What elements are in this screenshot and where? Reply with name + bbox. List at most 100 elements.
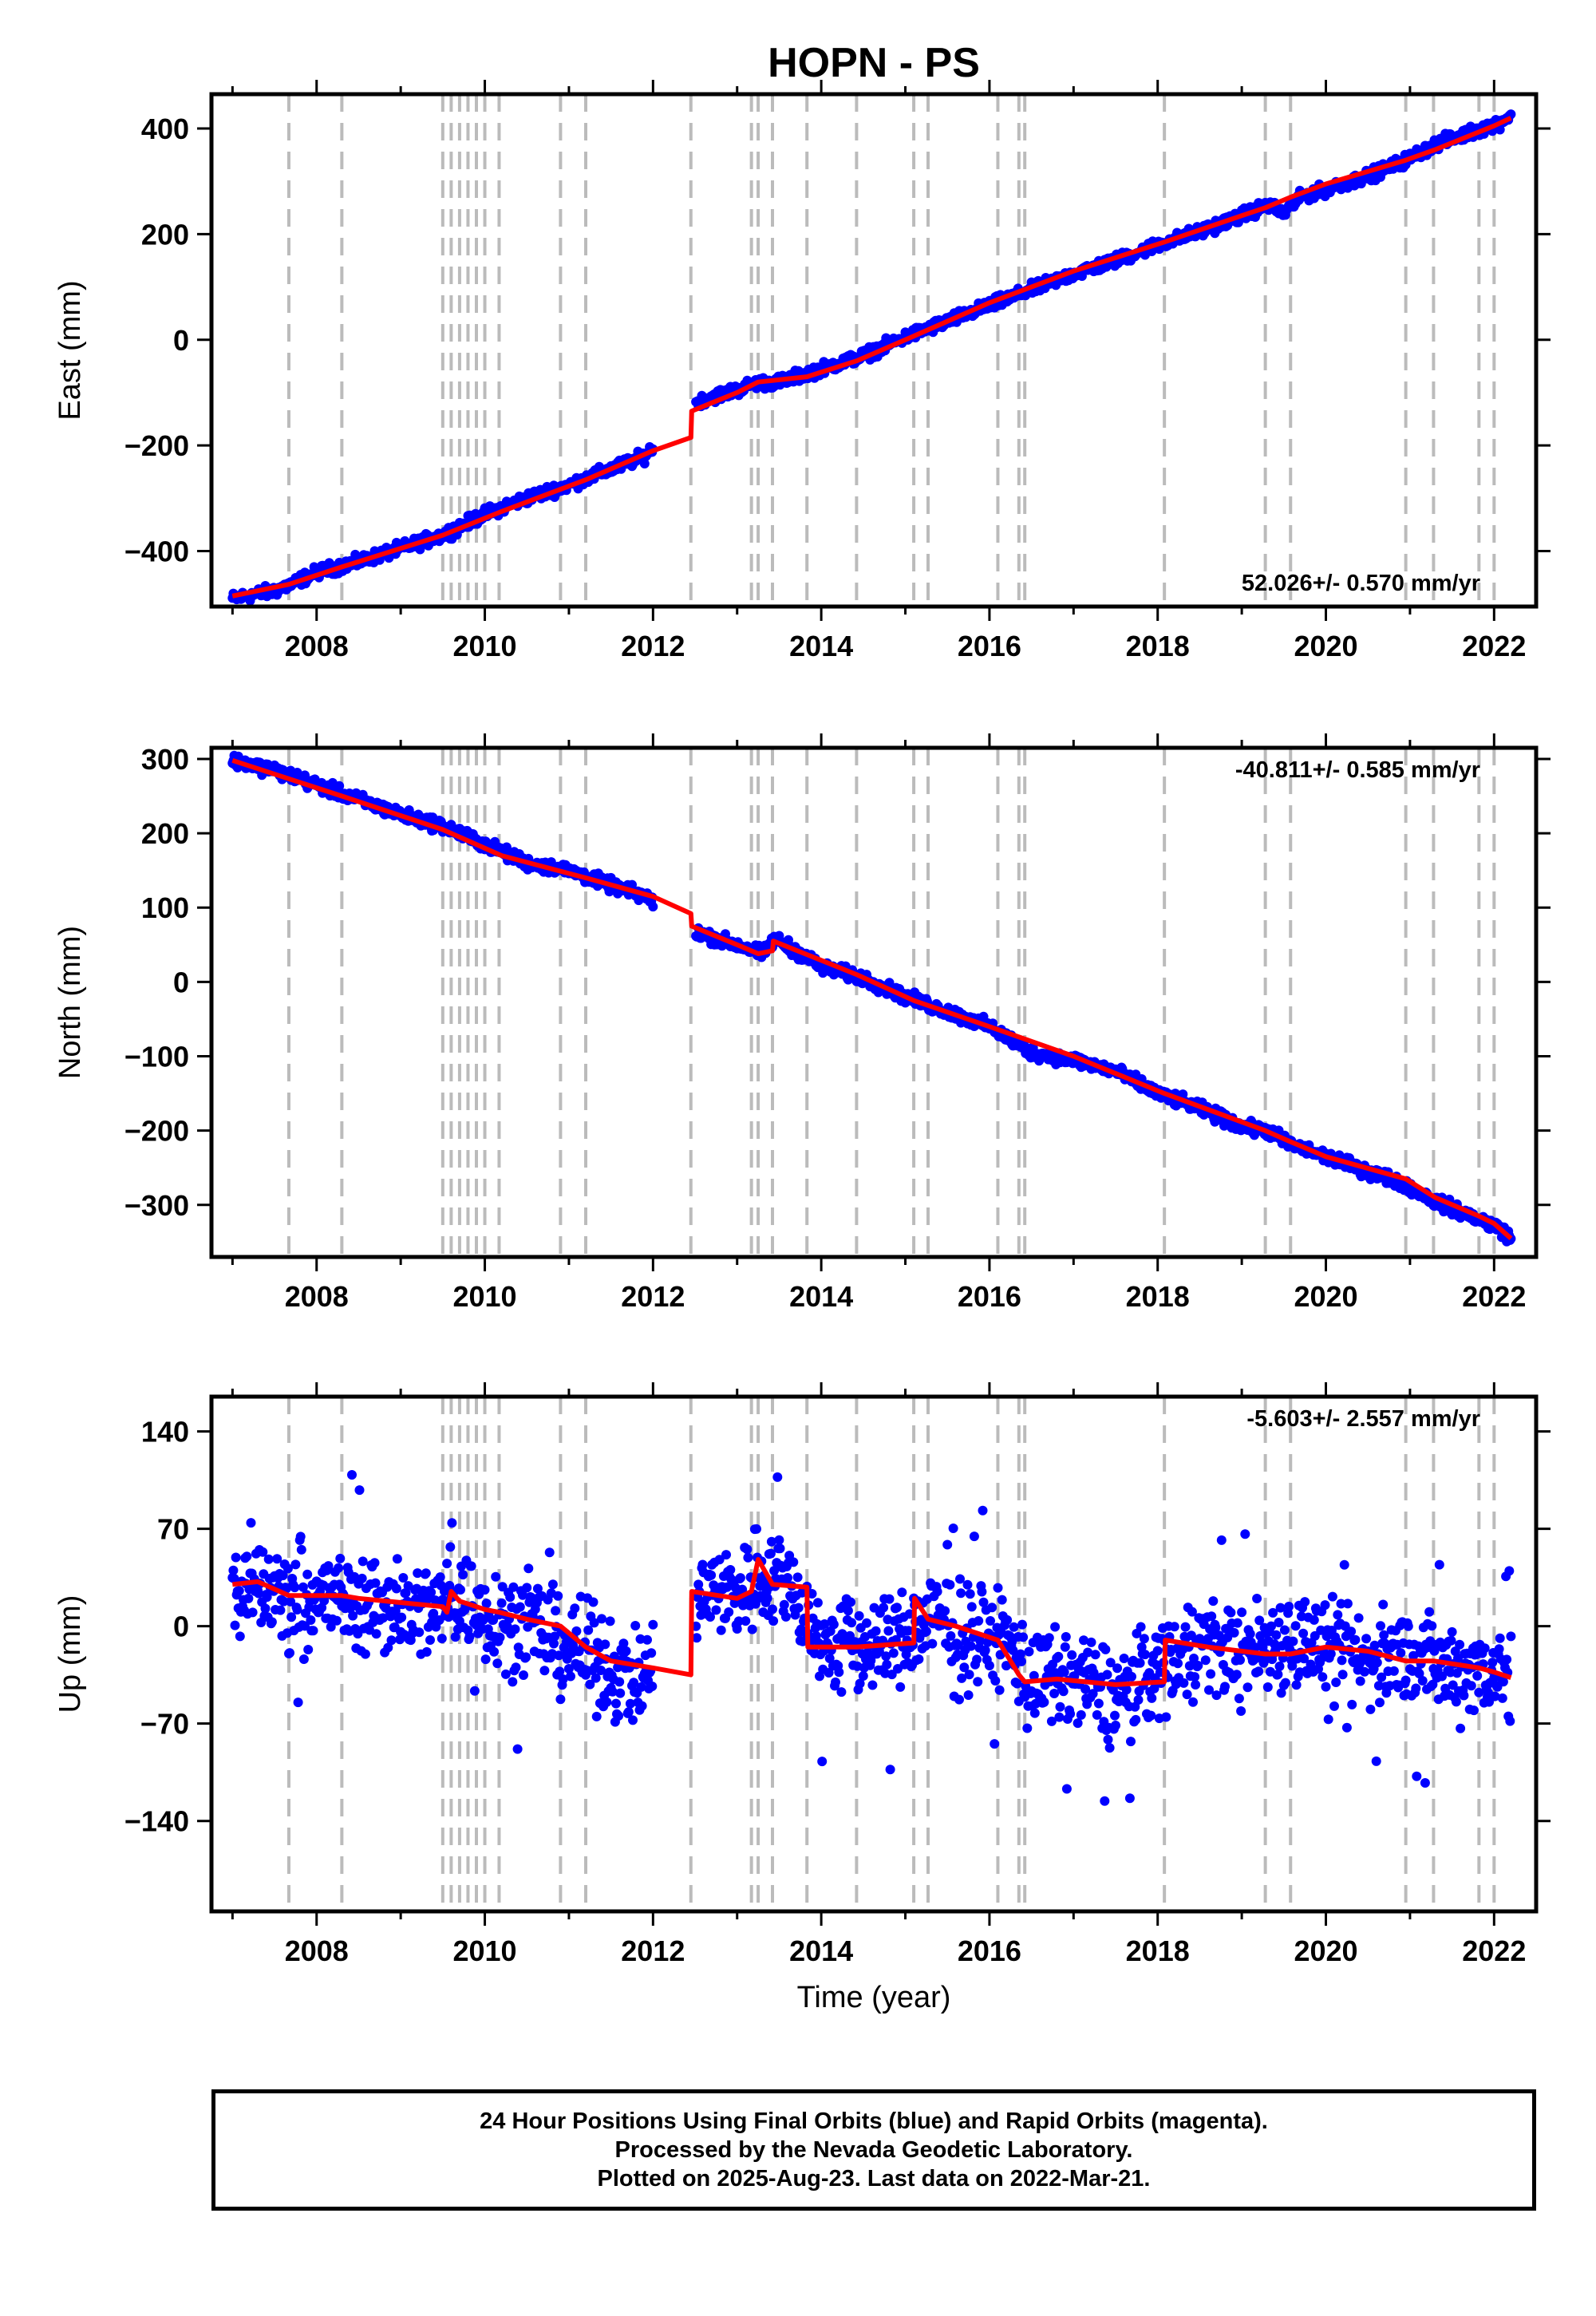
data-point bbox=[897, 1587, 907, 1598]
data-point bbox=[948, 1524, 958, 1533]
data-point bbox=[1211, 1690, 1222, 1701]
footer-line-3: Plotted on 2025-Aug-23. Last data on 202… bbox=[597, 2166, 1151, 2192]
data-point bbox=[1346, 1626, 1357, 1637]
data-point bbox=[519, 1670, 528, 1680]
data-point bbox=[621, 1646, 631, 1656]
data-point bbox=[862, 1618, 871, 1628]
data-point bbox=[775, 1543, 785, 1554]
data-point bbox=[235, 1631, 245, 1642]
data-point bbox=[1046, 1716, 1057, 1726]
data-point bbox=[597, 1614, 606, 1624]
data-point bbox=[347, 1470, 357, 1480]
data-point bbox=[1092, 1709, 1102, 1720]
data-point bbox=[1236, 1706, 1246, 1716]
data-point bbox=[292, 1605, 302, 1614]
data-point bbox=[1459, 1690, 1469, 1701]
data-point bbox=[1044, 1633, 1054, 1643]
x-tick-label: 2020 bbox=[1294, 1280, 1357, 1313]
x-tick-label: 2014 bbox=[789, 1935, 853, 1967]
data-point bbox=[555, 1694, 566, 1705]
data-point bbox=[1065, 1709, 1076, 1719]
data-point bbox=[1208, 1596, 1219, 1607]
data-point bbox=[1451, 1697, 1461, 1707]
data-point bbox=[1139, 1634, 1149, 1644]
data-point bbox=[964, 1670, 974, 1680]
x-tick-label: 2020 bbox=[1294, 1935, 1357, 1967]
data-point bbox=[766, 1536, 776, 1547]
data-point bbox=[370, 1578, 381, 1588]
data-point bbox=[308, 1626, 318, 1636]
x-tick-label: 2022 bbox=[1462, 1935, 1526, 1967]
data-point bbox=[1110, 1710, 1120, 1721]
data-point bbox=[1411, 1683, 1421, 1694]
data-point bbox=[1474, 1687, 1484, 1697]
data-point bbox=[972, 1654, 982, 1665]
data-point bbox=[1220, 1682, 1230, 1692]
data-point bbox=[555, 1666, 565, 1677]
data-point bbox=[1100, 1796, 1110, 1806]
data-point bbox=[742, 1544, 753, 1555]
data-point bbox=[1309, 1614, 1319, 1625]
rate-label: -40.811+/- 0.585 mm/yr bbox=[1235, 757, 1480, 783]
data-point bbox=[272, 1554, 282, 1564]
data-point bbox=[1376, 1621, 1385, 1631]
data-point bbox=[774, 1535, 784, 1545]
data-point bbox=[306, 1615, 316, 1625]
data-point bbox=[1018, 1632, 1029, 1642]
data-point bbox=[1291, 1680, 1302, 1690]
data-point bbox=[1378, 1599, 1389, 1610]
plot-frame bbox=[209, 92, 1539, 609]
data-point bbox=[1015, 1649, 1025, 1659]
data-point bbox=[884, 1594, 895, 1604]
data-point bbox=[966, 1641, 976, 1651]
data-point bbox=[1369, 1640, 1380, 1650]
data-point bbox=[636, 1682, 646, 1692]
data-point bbox=[1017, 1619, 1027, 1630]
data-point bbox=[480, 1654, 491, 1665]
data-point bbox=[855, 1678, 865, 1689]
data-point bbox=[1466, 1681, 1476, 1691]
data-point bbox=[1288, 1636, 1298, 1646]
data-point bbox=[511, 1662, 521, 1673]
data-point bbox=[1310, 1630, 1320, 1641]
data-point bbox=[421, 1568, 431, 1579]
data-point bbox=[1325, 1649, 1336, 1659]
data-point bbox=[732, 1624, 742, 1634]
data-point bbox=[1083, 1647, 1093, 1658]
data-point bbox=[747, 1624, 757, 1634]
data-point bbox=[450, 1632, 460, 1642]
data-point bbox=[1008, 1645, 1018, 1655]
data-point bbox=[358, 1556, 368, 1567]
data-point bbox=[932, 1587, 942, 1597]
data-point bbox=[275, 1605, 286, 1615]
data-point bbox=[1242, 1682, 1253, 1693]
x-tick-label: 2008 bbox=[285, 1280, 349, 1313]
x-tick-label: 2010 bbox=[452, 630, 516, 662]
data-point bbox=[1103, 1734, 1113, 1745]
data-point bbox=[293, 1697, 303, 1708]
data-point bbox=[1504, 1566, 1515, 1576]
data-point bbox=[820, 1619, 830, 1629]
data-point bbox=[497, 1582, 508, 1592]
data-point bbox=[1498, 1677, 1508, 1687]
data-point bbox=[1050, 1622, 1061, 1632]
data-point bbox=[296, 1544, 306, 1555]
data-point bbox=[1086, 1637, 1096, 1647]
data-point bbox=[779, 1599, 789, 1610]
data-point bbox=[881, 1651, 891, 1662]
data-point bbox=[625, 1698, 635, 1709]
data-point bbox=[980, 1645, 990, 1655]
data-point bbox=[558, 1674, 568, 1684]
x-tick-label: 2008 bbox=[285, 1935, 349, 1967]
data-point bbox=[495, 1632, 505, 1642]
data-point bbox=[772, 1472, 783, 1482]
data-point bbox=[278, 1571, 288, 1581]
data-point bbox=[550, 1631, 559, 1642]
data-point bbox=[648, 902, 658, 912]
x-tick-label: 2014 bbox=[789, 630, 853, 662]
model-line bbox=[231, 757, 1513, 1240]
data-point bbox=[637, 1701, 647, 1711]
data-point bbox=[921, 1626, 931, 1637]
data-point bbox=[290, 1583, 300, 1593]
